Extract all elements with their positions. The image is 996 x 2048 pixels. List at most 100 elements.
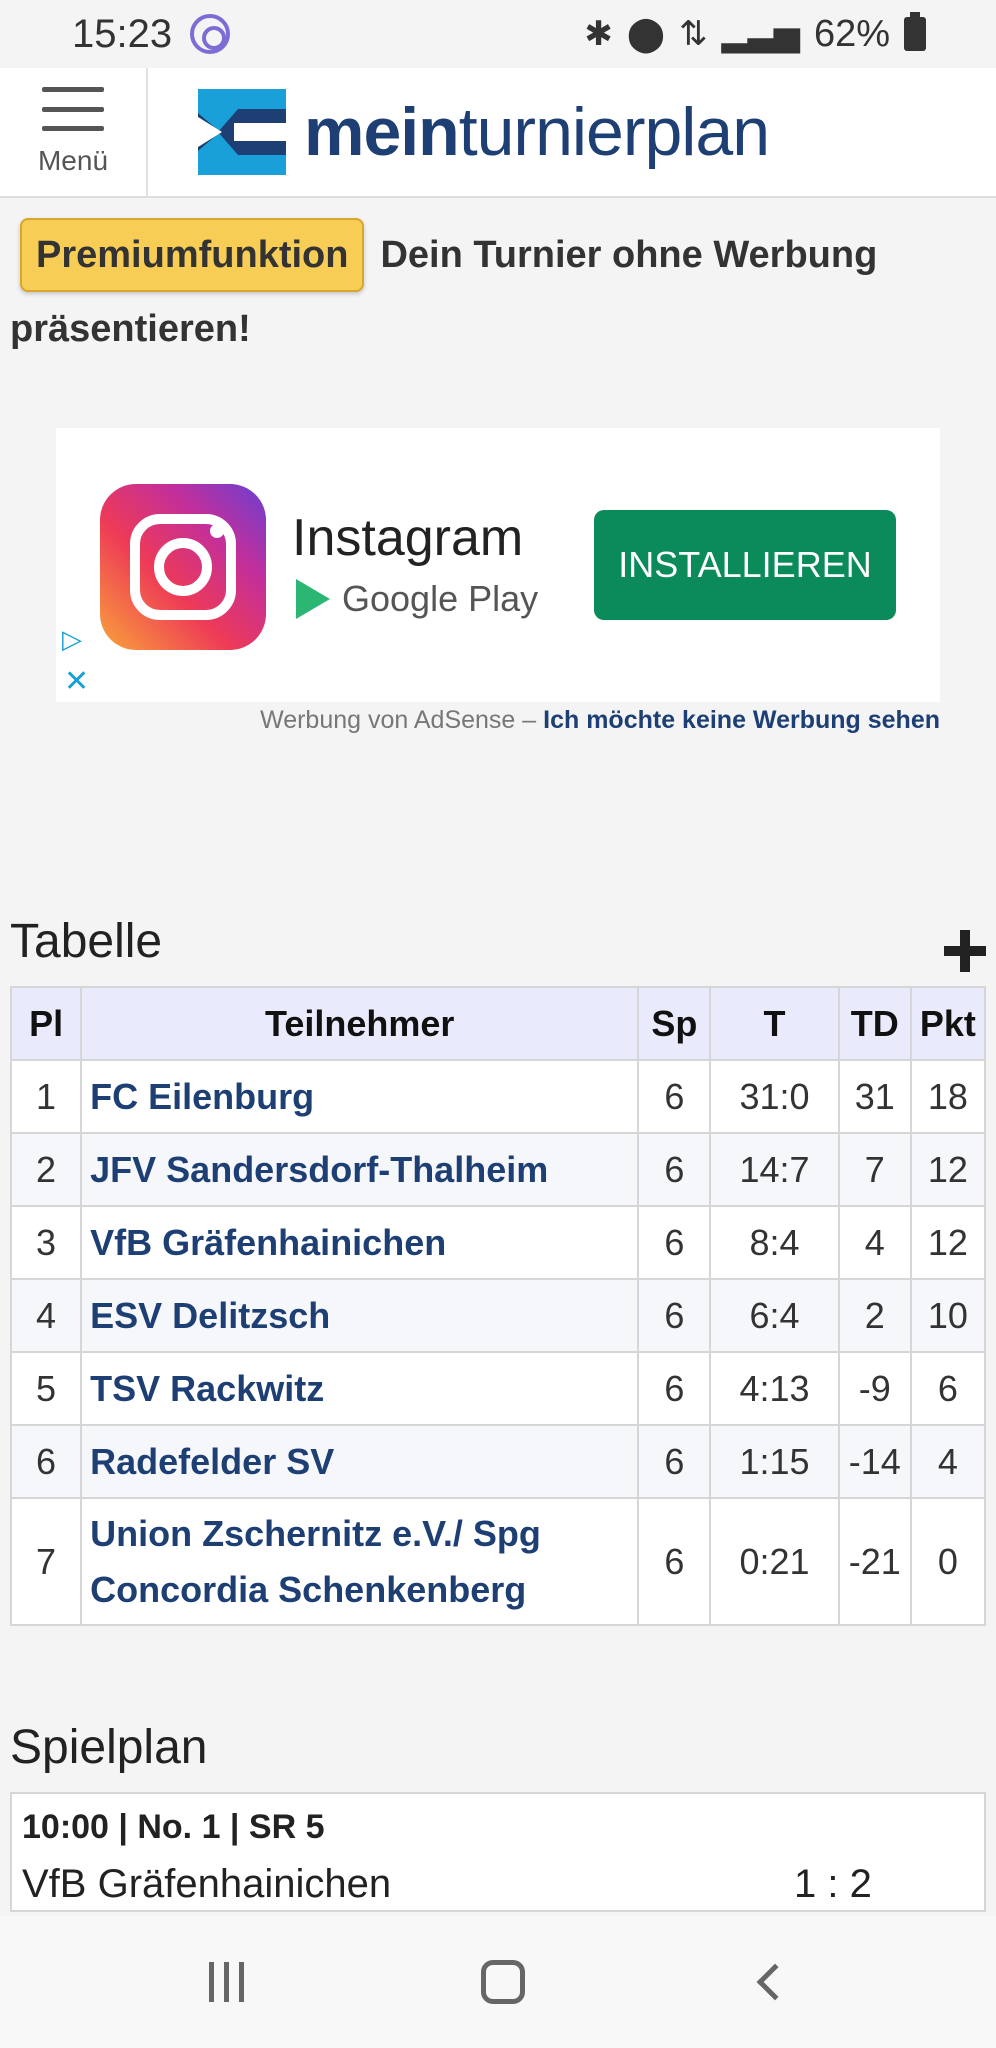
plus-icon[interactable]	[944, 930, 986, 972]
cell-t: 31:0	[709, 1059, 840, 1134]
home-icon[interactable]	[480, 1960, 525, 2004]
location-icon: ⬤	[626, 15, 665, 53]
table-row: 4 ESV Delitzsch 6 6:4 2 10	[9, 1278, 987, 1353]
cell-pkt: 12	[909, 1205, 987, 1280]
table-row: 7 Union Zschernitz e.V./ Spg Concordia S…	[9, 1497, 987, 1626]
cell-sp: 6	[637, 1278, 712, 1353]
team-link[interactable]: Radefelder SV	[80, 1424, 640, 1499]
bluetooth-icon: ✱	[584, 15, 613, 53]
header-sp: Sp	[637, 986, 712, 1061]
cell-td: -21	[837, 1497, 912, 1626]
match-score: 1 : 2	[794, 1862, 872, 1906]
header-team: Teilnehmer	[80, 986, 640, 1061]
cell-pkt: 18	[909, 1059, 987, 1134]
cell-sp: 6	[637, 1424, 712, 1499]
cell-pkt: 0	[909, 1497, 987, 1626]
menu-label: Menü	[37, 145, 109, 176]
data-icon: ⇅	[678, 15, 708, 53]
cell-pl: 6	[9, 1424, 83, 1499]
header-pl: Pl	[9, 986, 83, 1061]
team-link[interactable]: FC Eilenburg	[80, 1059, 640, 1134]
recents-icon[interactable]	[208, 1962, 244, 2002]
battery-percent: 62%	[813, 12, 890, 55]
cell-t: 0:21	[709, 1497, 840, 1626]
brand-name: meinturnierplan	[304, 94, 770, 170]
cell-pkt: 10	[909, 1278, 987, 1353]
ad-footer-label: Werbung von AdSense –	[260, 706, 537, 734]
cell-sp: 6	[637, 1351, 712, 1426]
system-nav-bar	[0, 1916, 996, 2048]
menu-button[interactable]: Menü	[0, 68, 148, 196]
cell-pl: 4	[9, 1278, 83, 1353]
standings-table: Pl Teilnehmer Sp T TD Pkt 1 FC Eilenburg…	[9, 986, 987, 1626]
table-row: 3 VfB Gräfenhainichen 6 8:4 4 12	[9, 1205, 987, 1280]
cell-pkt: 6	[909, 1351, 987, 1426]
install-button[interactable]: INSTALLIEREN	[594, 510, 896, 620]
cell-pkt: 4	[909, 1424, 987, 1499]
status-time: 15:23	[72, 11, 173, 56]
premium-text: Dein Turnier ohne Werbung präsentieren!	[10, 234, 878, 350]
table-row: 2 JFV Sandersdorf-Thalheim 6 14:7 7 12	[9, 1132, 987, 1207]
notification-icon	[190, 14, 231, 54]
google-play-icon	[296, 579, 330, 619]
ad-footer: Werbung von AdSense – Ich möchte keine W…	[260, 706, 940, 735]
site-header: Menü meinturnierplan	[0, 68, 996, 198]
cell-t: 8:4	[709, 1205, 840, 1280]
team-link[interactable]: JFV Sandersdorf-Thalheim	[80, 1132, 640, 1207]
signal-icon: ▂▃▅	[721, 15, 800, 53]
cell-sp: 6	[637, 1132, 712, 1207]
ad-banner[interactable]: Instagram Google Play INSTALLIEREN ▷ ✕	[56, 428, 940, 702]
match-team: VfB Gräfenhainichen	[22, 1862, 392, 1906]
ad-store: Google Play	[296, 578, 538, 620]
cell-sp: 6	[637, 1497, 712, 1626]
cell-t: 14:7	[709, 1132, 840, 1207]
cell-pl: 5	[9, 1351, 83, 1426]
back-icon[interactable]	[756, 1963, 793, 2001]
cell-sp: 6	[637, 1059, 712, 1134]
cell-pl: 1	[9, 1059, 83, 1134]
close-ad-icon[interactable]: ✕	[64, 665, 90, 698]
table-row: 1 FC Eilenburg 6 31:0 31 18	[9, 1059, 987, 1134]
cell-pl: 2	[9, 1132, 83, 1207]
table-row: 6 Radefelder SV 6 1:15 -14 4	[9, 1424, 987, 1499]
team-link[interactable]: Union Zschernitz e.V./ Spg Concordia Sch…	[80, 1497, 640, 1626]
cell-td: 4	[837, 1205, 912, 1280]
cell-pkt: 12	[909, 1132, 987, 1207]
cell-pl: 7	[9, 1497, 83, 1626]
cell-td: 2	[837, 1278, 912, 1353]
ad-store-label: Google Play	[342, 578, 539, 619]
site-logo[interactable]: meinturnierplan	[198, 68, 770, 196]
adchoices-icon[interactable]: ▷	[62, 624, 82, 654]
standings-title: Tabelle	[10, 915, 163, 968]
match-card[interactable]: 10:00 | No. 1 | SR 5 VfB Gräfenhainichen…	[10, 1792, 986, 1912]
table-header-row: Pl Teilnehmer Sp T TD Pkt	[9, 986, 987, 1061]
premium-badge[interactable]: Premiumfunktion	[20, 218, 365, 292]
cell-pl: 3	[9, 1205, 83, 1280]
no-ads-link[interactable]: Ich möchte keine Werbung sehen	[543, 706, 940, 734]
cell-t: 4:13	[709, 1351, 840, 1426]
instagram-icon	[100, 484, 266, 650]
match-meta: 10:00 | No. 1 | SR 5	[22, 1808, 325, 1846]
schedule-title: Spielplan	[10, 1721, 208, 1774]
cell-t: 6:4	[709, 1278, 840, 1353]
table-row: 5 TSV Rackwitz 6 4:13 -9 6	[9, 1351, 987, 1426]
cell-sp: 6	[637, 1205, 712, 1280]
team-link[interactable]: TSV Rackwitz	[80, 1351, 640, 1426]
cell-td: -9	[837, 1351, 912, 1426]
cell-td: -14	[837, 1424, 912, 1499]
cell-td: 7	[837, 1132, 912, 1207]
header-t: T	[709, 986, 840, 1061]
premium-banner: Premiumfunktion Dein Turnier ohne Werbung…	[10, 218, 970, 366]
logo-mark-icon	[198, 89, 286, 175]
cell-t: 1:15	[709, 1424, 840, 1499]
cell-td: 31	[837, 1059, 912, 1134]
ad-app-name: Instagram	[292, 509, 524, 567]
battery-icon	[904, 12, 926, 51]
team-link[interactable]: ESV Delitzsch	[80, 1278, 640, 1353]
team-link[interactable]: VfB Gräfenhainichen	[80, 1205, 640, 1280]
status-bar: 15:23 ✱ ⬤ ⇅ ▂▃▅ 62%	[0, 0, 996, 68]
status-icons: ✱ ⬤ ⇅ ▂▃▅ 62%	[584, 12, 926, 56]
header-td: TD	[837, 986, 912, 1061]
hamburger-icon	[42, 87, 104, 131]
header-pkt: Pkt	[909, 986, 987, 1061]
